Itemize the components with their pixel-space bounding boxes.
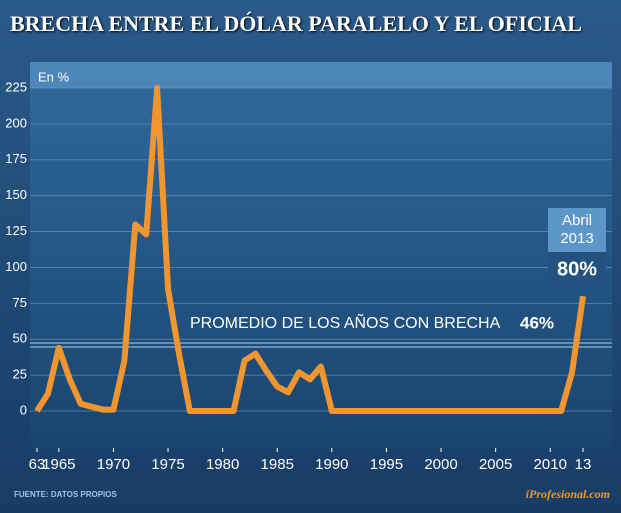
plot-area: [30, 62, 612, 448]
y-tick-label: 25: [13, 367, 27, 382]
data-line: [34, 85, 586, 414]
y-tick-label: 125: [5, 223, 27, 238]
y-axis-label: En %: [38, 69, 70, 84]
y-tick-label: 100: [5, 259, 27, 274]
x-tick-label: 2000: [424, 456, 457, 473]
x-tick-label: 2010: [534, 456, 567, 473]
x-tick-label: 63: [29, 456, 46, 473]
note-box: [548, 208, 606, 252]
x-tick-label: 1980: [206, 456, 239, 473]
y-tick-label: 75: [13, 295, 27, 310]
note-text: Abril: [562, 212, 592, 229]
chart-title: BRECHA ENTRE EL DÓLAR PARALELO Y EL OFIC…: [10, 11, 582, 36]
x-tick-label: 1975: [151, 456, 184, 473]
x-tick-label: 2005: [479, 456, 512, 473]
average-value: 46%: [520, 313, 554, 332]
credit: iProfesional.com: [526, 487, 610, 501]
value-label: 80%: [557, 258, 597, 280]
y-tick-label: 225: [5, 79, 27, 94]
x-tick-label: 1965: [42, 456, 75, 473]
x-tick-label: 1985: [261, 456, 294, 473]
note-box: [548, 252, 606, 286]
y-tick-label: 150: [5, 187, 27, 202]
x-tick-label: 1990: [315, 456, 348, 473]
y-tick-label: 0: [20, 402, 27, 417]
y-tick-label: 50: [13, 331, 27, 346]
x-tick-label: 1970: [97, 456, 130, 473]
y-tick-label: 200: [5, 115, 27, 130]
y-tick-label: 175: [5, 151, 27, 166]
average-label: PROMEDIO DE LOS AÑOS CON BRECHA: [190, 312, 501, 332]
source: FUENTE: DATOS PROPIOS: [14, 490, 117, 499]
x-tick-label: 1995: [370, 456, 403, 473]
x-tick-label: 13: [575, 456, 592, 473]
note-text: 2013: [560, 230, 593, 247]
top-band: [30, 62, 612, 88]
